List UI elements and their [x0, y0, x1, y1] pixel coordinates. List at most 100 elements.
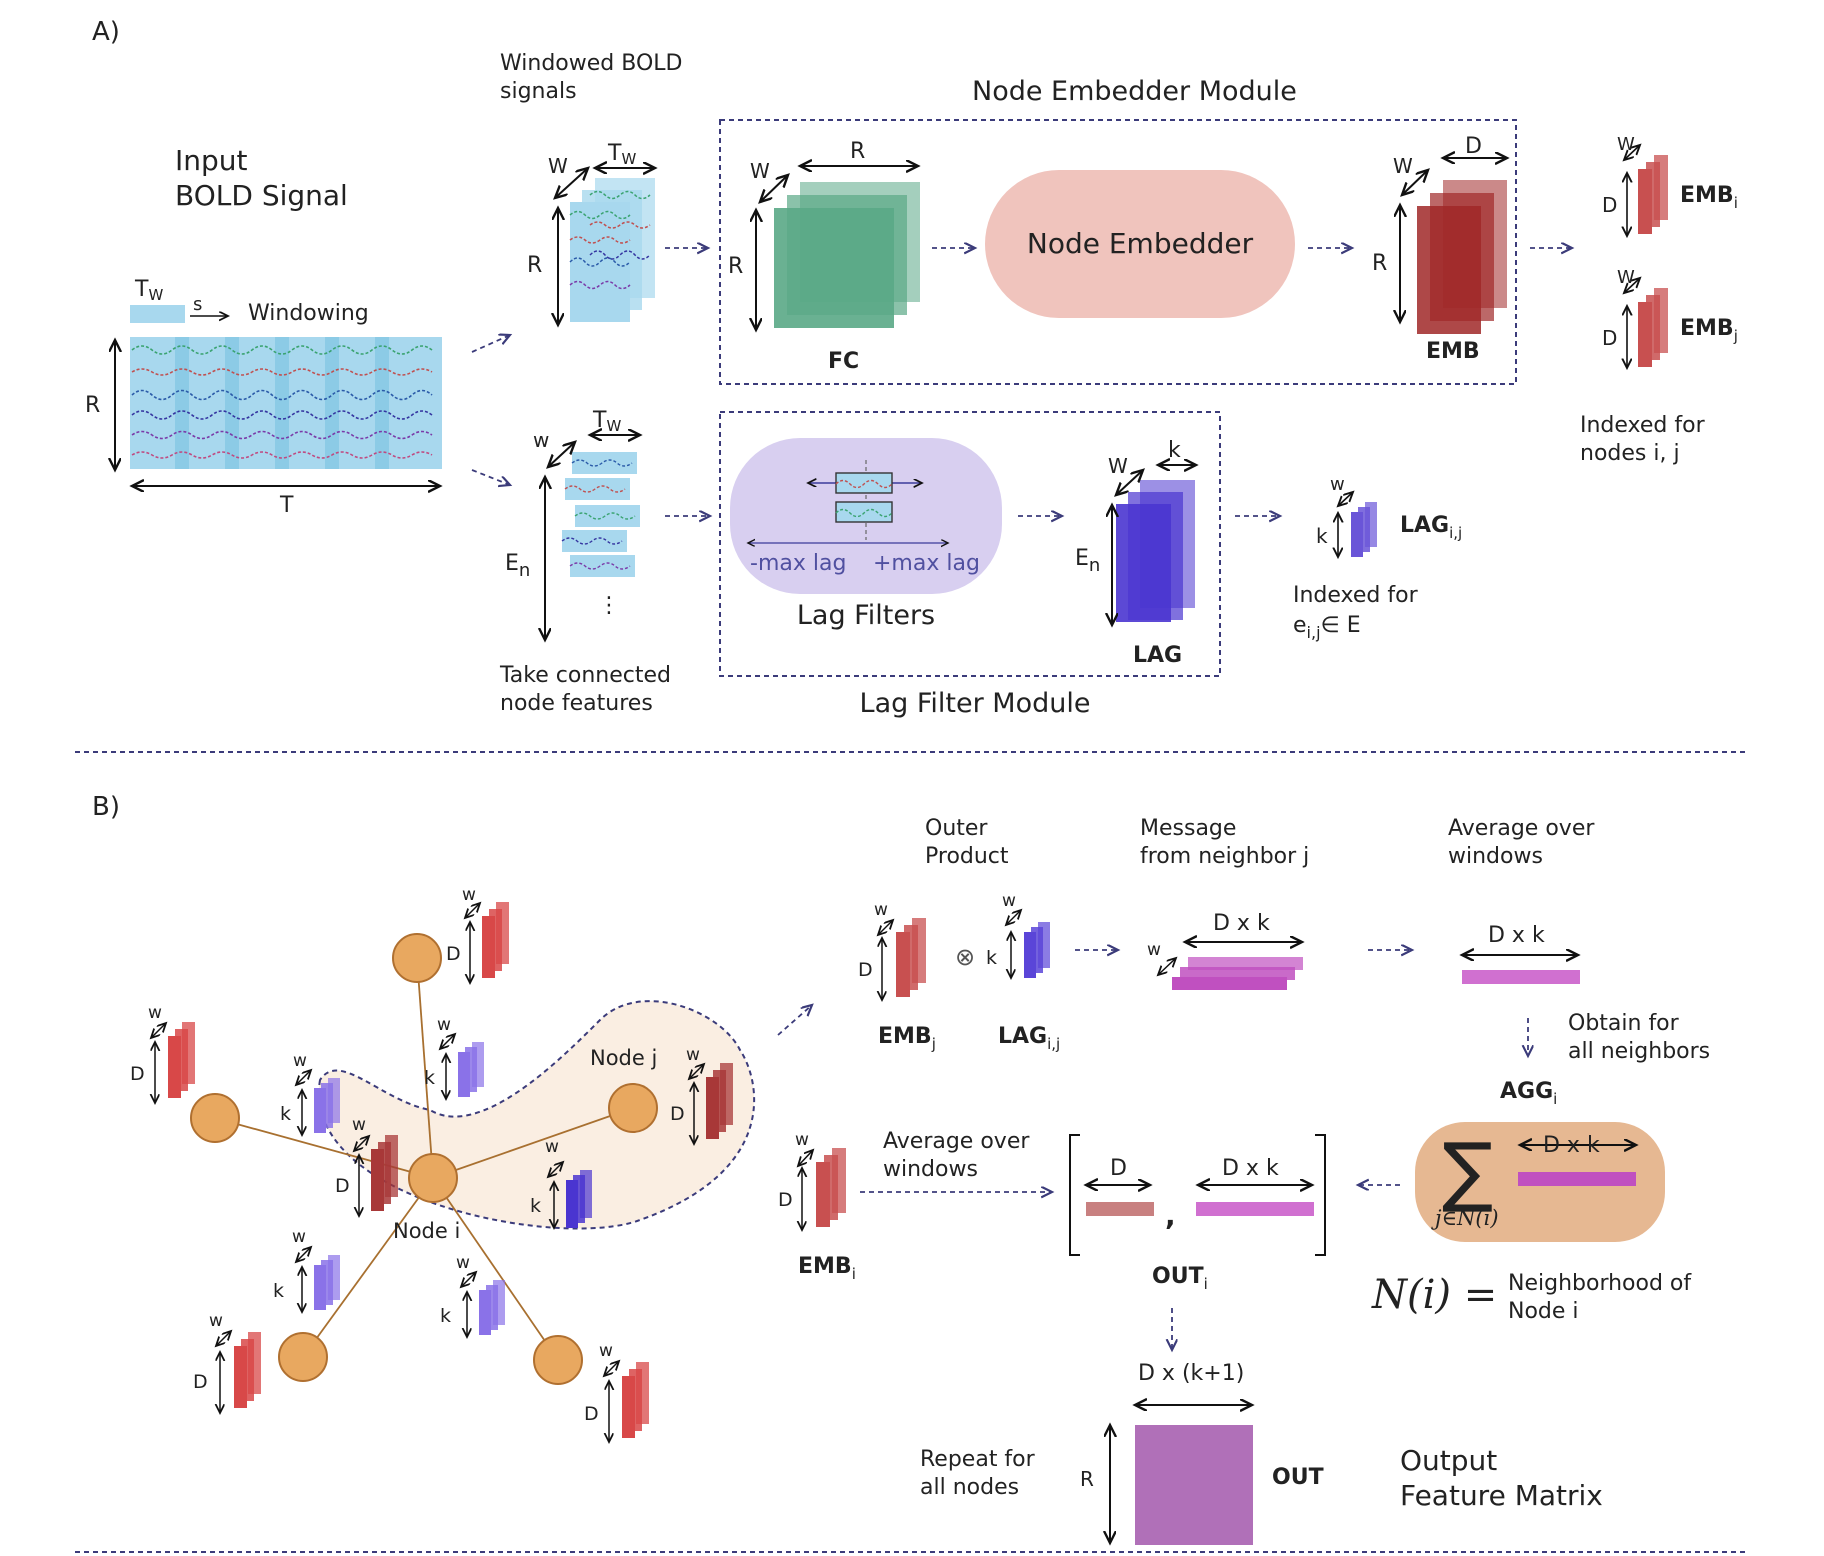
- emb-j-mini-stack: [1638, 288, 1668, 367]
- repeat-line1: Repeat for: [920, 1447, 1036, 1472]
- graph-lag-stack-bottom-left: [314, 1255, 340, 1310]
- fc-w-label: W: [750, 159, 770, 183]
- graph-emb-stack-bottom-left: [234, 1332, 261, 1408]
- final-out-matrix: [1135, 1425, 1253, 1545]
- final-out-label: OUT: [1272, 1465, 1324, 1490]
- graph-lag-top-w-arrow: [440, 1034, 455, 1049]
- connected-title-line2: node features: [500, 691, 653, 716]
- lag-indexed-line1: Indexed for: [1293, 583, 1419, 608]
- lag-window-top: [835, 472, 893, 494]
- message-title-line2: from neighbor j: [1140, 844, 1309, 869]
- outer-emb-j-stack: [896, 918, 926, 997]
- lag-ij-w-arrow: [1338, 492, 1353, 506]
- graph-lag-left-k-label: k: [280, 1103, 291, 1125]
- output-title-line1: Output: [1400, 1444, 1497, 1477]
- lag-label: LAG: [1133, 643, 1182, 668]
- outer-emb-d-label: D: [858, 959, 873, 981]
- connected-tw-label: TW: [592, 408, 621, 435]
- windowed-tw-label: TW: [607, 141, 636, 168]
- emb-i-mini-stack: [1638, 155, 1668, 234]
- input-tw-label: TW: [134, 277, 163, 304]
- graph-bl-d-label: D: [193, 1371, 208, 1393]
- windowed-r-label: R: [527, 253, 542, 278]
- graph-lag-bm-w-label: w: [456, 1253, 470, 1273]
- lag-w-arrow: [1116, 470, 1143, 495]
- stride-label: s: [193, 294, 202, 315]
- graph-node-j: [608, 1083, 658, 1133]
- node-embedder-module-box: [719, 119, 1517, 385]
- graph-left-d-label: D: [130, 1063, 145, 1085]
- fc-w-arrow: [760, 175, 788, 202]
- graph-node-i-w-label: w: [352, 1115, 366, 1135]
- graph-node-i: [408, 1153, 458, 1203]
- windowing-label: Windowing: [248, 301, 369, 326]
- graph-node-j-w-label: w: [686, 1045, 700, 1065]
- graph-lag-bl-k-label: k: [273, 1280, 284, 1302]
- neighborhood-text-line2: Node i: [1508, 1299, 1579, 1324]
- graph-node-j-d-label: D: [670, 1103, 685, 1125]
- graph-nodes: [190, 933, 658, 1385]
- graph-br-d-label: D: [584, 1403, 599, 1425]
- agg-label: AGGi: [1500, 1079, 1557, 1108]
- windowed-w-label: W: [548, 154, 568, 178]
- out-comma: ,: [1165, 1199, 1176, 1232]
- emb-w-label: W: [1393, 154, 1413, 178]
- output-title-line2: Feature Matrix: [1400, 1479, 1603, 1512]
- obtain-line1: Obtain for: [1568, 1011, 1680, 1036]
- graph-top-w-arrow: [465, 903, 480, 918]
- emb-j-w-label: W: [1617, 267, 1635, 288]
- embi-avg-line2: windows: [883, 1157, 978, 1182]
- input-r-label: R: [85, 393, 100, 418]
- graph-top-d-label: D: [446, 943, 461, 965]
- to-connected-arrow: [471, 469, 510, 485]
- graph-left-w-arrow: [151, 1023, 166, 1038]
- out-dk-vector: [1196, 1202, 1314, 1216]
- fc-r-side-label: R: [728, 254, 743, 279]
- message-stack: [1172, 957, 1303, 990]
- windowed-signal-stack: [569, 178, 655, 322]
- outer-title-line1: Outer: [925, 816, 988, 841]
- final-r-label: R: [1080, 1467, 1094, 1491]
- connected-en-label: En: [505, 551, 530, 581]
- lag-window-top-signal: [835, 479, 893, 489]
- node-j-label: Node j: [590, 1046, 657, 1070]
- emb-r-label: R: [1372, 251, 1387, 276]
- emb-i-label: EMBi: [1680, 183, 1738, 212]
- average-vector: [1462, 970, 1580, 984]
- repeat-line2: all nodes: [920, 1475, 1019, 1500]
- sum-subscript: j∈N(i): [1431, 1206, 1499, 1230]
- lag-ij-label: LAGi,j: [1400, 513, 1462, 542]
- emb-indexed-line2: nodes i, j: [1580, 441, 1680, 466]
- emb-label: EMB: [1426, 339, 1480, 364]
- graph-node-bottom-right: [533, 1335, 583, 1385]
- embi-avg-line1: Average over: [883, 1129, 1030, 1154]
- minus-max-lag-label: -max lag: [750, 551, 846, 576]
- emb-j-w-arrow: [1624, 278, 1640, 293]
- average-title-line2: windows: [1448, 844, 1543, 869]
- lag-filter-module-title: Lag Filter Module: [860, 688, 1091, 719]
- graph-node-top: [392, 933, 442, 983]
- embi-w-arrow: [798, 1150, 813, 1166]
- emb-d-label: D: [1465, 134, 1482, 159]
- graph-node-i-w-arrow: [354, 1136, 369, 1151]
- input-title-line1: Input: [175, 144, 248, 177]
- outer-emb-j-label: EMBj: [878, 1024, 936, 1053]
- graph-bl-w-arrow: [216, 1331, 231, 1346]
- emb-j-label: EMBj: [1680, 316, 1738, 345]
- embi-label: EMBi: [798, 1254, 856, 1283]
- graph-lag-ij-w-arrow: [548, 1162, 563, 1177]
- out-i-label: OUTi: [1152, 1264, 1208, 1293]
- message-w-arrow: [1158, 958, 1176, 975]
- obtain-line2: all neighbors: [1568, 1039, 1710, 1064]
- input-title-line2: BOLD Signal: [175, 179, 348, 212]
- sum-vector: [1518, 1172, 1636, 1186]
- graph-lag-bm-k-label: k: [440, 1305, 451, 1327]
- graph-lag-stack-bottom-mid: [479, 1280, 505, 1335]
- lag-w-label: W: [1108, 454, 1128, 478]
- emb-w-arrow: [1402, 170, 1428, 195]
- outer-lag-ij-stack: [1024, 922, 1050, 978]
- node-embedder-label: Node Embedder: [1027, 227, 1254, 260]
- input-t-label: T: [279, 493, 294, 518]
- message-title-line1: Message: [1140, 816, 1236, 841]
